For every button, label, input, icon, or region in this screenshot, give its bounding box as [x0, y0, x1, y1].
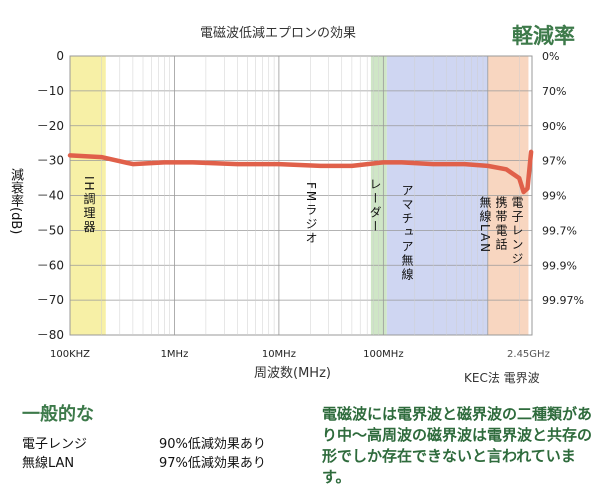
common-devices-heading: 一般的な [22, 404, 94, 425]
y-tick-label: －60 [37, 258, 64, 272]
band-label-fm: FMラジオ [304, 182, 318, 246]
y-tick-label: －20 [37, 119, 64, 133]
x-tick-label: 10MHz [262, 349, 296, 360]
x-axis-label: 周波数(MHz) [254, 366, 331, 381]
right-tick-label: 0% [542, 50, 559, 63]
y-tick-label: 0 [56, 49, 64, 63]
chart-title: 電磁波低減エプロンの効果 [200, 26, 357, 41]
right-tick-label: 97% [542, 155, 566, 168]
band-label-microwave: 電子レンジ [510, 196, 524, 266]
device-effect: 90%低減効果あり [159, 437, 266, 452]
right-tick-label: 99.7% [542, 224, 577, 237]
device-label: 無線LAN [22, 456, 75, 471]
y-tick-label: －80 [37, 328, 64, 342]
device-row: 無線LAN 97%低減効果あり [22, 452, 266, 471]
band-label-ham: アマチュア無線 [400, 184, 414, 282]
chart-area: 0 －10 －20 －30 －40 －50 －60 －70 －80 0% 70% 90% 97% 99% 9… [37, 49, 584, 360]
x-tick-label: 100KHZ [50, 349, 90, 360]
device-row: 電子レンジ 90%低減効果あり [22, 433, 266, 452]
right-tick-label: 99% [542, 190, 566, 203]
y-tick-label: －50 [37, 223, 64, 237]
x-tick-label: 100MHz [363, 349, 403, 360]
band-label-ih: IH調理器 [82, 176, 96, 235]
axis-ticks: 0 －10 －20 －30 －40 －50 －60 －70 －80 0% 70% 90% 97% 99% 9… [37, 49, 584, 360]
y-tick-label: －10 [37, 84, 64, 98]
right-tick-label: 90% [542, 120, 566, 133]
data-series [67, 149, 534, 195]
grid-lines [69, 55, 533, 336]
series-line [67, 149, 534, 195]
method-note: KEC法 電界波 [464, 371, 540, 385]
right-tick-label: 99.9% [542, 259, 577, 272]
device-effect: 97%低減効果あり [159, 456, 266, 471]
y-tick-label: －70 [37, 293, 64, 307]
x-tick-label: 1MHz [161, 349, 189, 360]
y-tick-label: －40 [37, 189, 64, 203]
y-tick-label: －30 [37, 154, 64, 168]
device-label: 電子レンジ [22, 437, 88, 452]
band-label-wlan: 無線LAN [478, 196, 492, 255]
reduction-rate-title: 軽減率 [512, 24, 575, 48]
explanation-text: 電磁波には電界波と磁界波の二種類があり中～高周波の磁界波は電界波と共存の形でしか… [322, 405, 593, 486]
right-tick-label: 99.97% [542, 294, 584, 307]
x-tick-label: 2.45GHz [507, 349, 550, 360]
y-axis-label: 減衰率(dB) [8, 168, 23, 235]
band-label-mobile: 携帯電話 [494, 196, 508, 252]
band-label-radar: レーダー [368, 178, 382, 234]
right-tick-label: 70% [542, 85, 566, 98]
